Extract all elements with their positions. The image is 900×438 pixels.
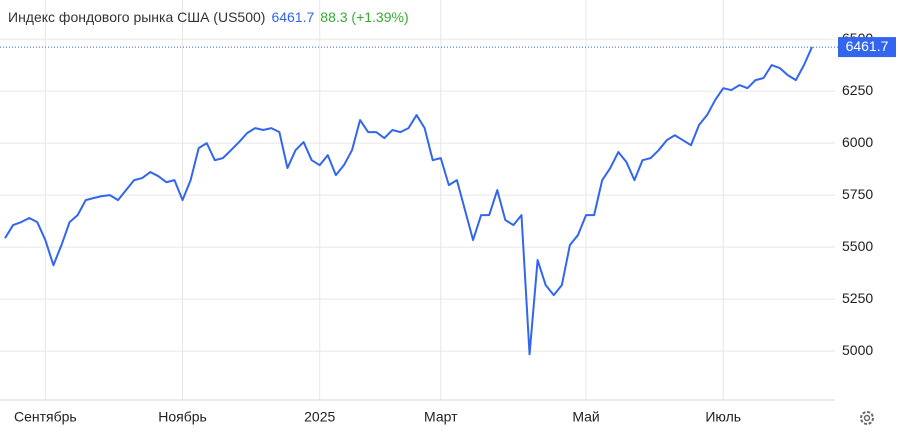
- gear-ring: [860, 411, 874, 425]
- y-tick-label: 6000: [842, 134, 873, 150]
- x-tick-label: Июль: [705, 409, 741, 425]
- y-tick-label: 5250: [842, 290, 873, 306]
- chart-title: Индекс фондового рынка США (US500): [8, 9, 266, 25]
- x-tick-label: Май: [572, 409, 599, 425]
- x-tick-label: 2025: [304, 409, 335, 425]
- gear-hole: [863, 414, 871, 422]
- last-value-badge: [838, 37, 896, 58]
- header: Индекс фондового рынка США (US500) 6461.7…: [8, 9, 415, 25]
- x-tick-label: Ноябрь: [158, 409, 207, 425]
- settings-icon[interactable]: [860, 411, 874, 425]
- price-line: [4, 46, 813, 356]
- y-tick-label: 5750: [842, 186, 873, 202]
- change: 88.3 (+1.39%): [320, 9, 409, 25]
- last-value-label: 6461.7: [846, 38, 889, 54]
- last-value: 6461.7: [271, 9, 315, 25]
- y-tick-label: 5000: [842, 342, 873, 358]
- x-tick-label: Сентябрь: [14, 409, 77, 425]
- x-tick-label: Март: [424, 409, 458, 425]
- y-tick-label: 6250: [842, 82, 873, 98]
- y-tick-label: 5500: [842, 238, 873, 254]
